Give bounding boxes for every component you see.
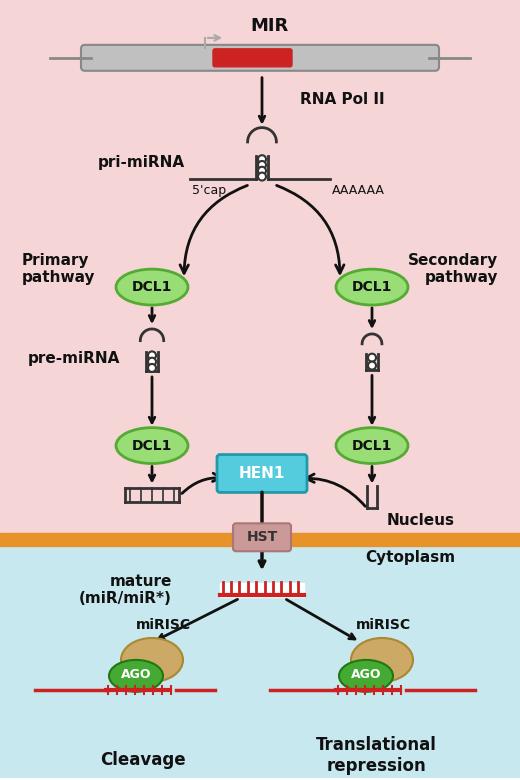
FancyArrowPatch shape xyxy=(306,474,365,506)
Text: DCL1: DCL1 xyxy=(132,438,172,452)
Ellipse shape xyxy=(116,269,188,305)
Text: DCL1: DCL1 xyxy=(352,280,392,294)
Text: MIR: MIR xyxy=(251,17,289,35)
Text: HST: HST xyxy=(246,530,278,544)
Text: Primary
pathway: Primary pathway xyxy=(22,253,96,285)
Text: 5'cap: 5'cap xyxy=(192,184,226,197)
Bar xyxy=(220,583,304,597)
Text: AAAAAA: AAAAAA xyxy=(332,184,385,197)
Circle shape xyxy=(258,161,266,169)
FancyArrowPatch shape xyxy=(277,186,344,273)
Text: Cytoplasm: Cytoplasm xyxy=(365,550,455,566)
Circle shape xyxy=(148,358,156,366)
Text: AGO: AGO xyxy=(351,668,381,682)
FancyBboxPatch shape xyxy=(81,45,439,71)
Text: miRISC: miRISC xyxy=(356,618,411,632)
Text: Cleavage: Cleavage xyxy=(100,750,186,768)
Circle shape xyxy=(368,353,376,362)
Ellipse shape xyxy=(336,427,408,463)
Bar xyxy=(0,546,520,778)
Circle shape xyxy=(258,167,266,175)
FancyArrowPatch shape xyxy=(182,473,221,494)
FancyArrowPatch shape xyxy=(180,186,248,273)
Text: Nucleus: Nucleus xyxy=(387,513,455,528)
FancyBboxPatch shape xyxy=(233,523,291,551)
Text: Translational
repression: Translational repression xyxy=(316,736,436,775)
Bar xyxy=(0,0,520,534)
Text: RNA Pol II: RNA Pol II xyxy=(300,92,385,107)
Text: pre-miRNA: pre-miRNA xyxy=(28,351,120,367)
Text: pri-miRNA: pri-miRNA xyxy=(98,155,185,170)
Ellipse shape xyxy=(116,427,188,463)
Text: Secondary
pathway: Secondary pathway xyxy=(408,253,498,285)
Text: HEN1: HEN1 xyxy=(239,466,285,481)
Text: mature
(miR/miR*): mature (miR/miR*) xyxy=(79,574,172,606)
Circle shape xyxy=(258,155,266,163)
Circle shape xyxy=(258,172,266,180)
Ellipse shape xyxy=(109,660,163,692)
Ellipse shape xyxy=(339,660,393,692)
FancyBboxPatch shape xyxy=(213,49,292,67)
Text: DCL1: DCL1 xyxy=(132,280,172,294)
Text: AGO: AGO xyxy=(121,668,151,682)
Ellipse shape xyxy=(336,269,408,305)
Text: DCL1: DCL1 xyxy=(352,438,392,452)
Ellipse shape xyxy=(351,638,413,682)
Circle shape xyxy=(148,352,156,360)
Circle shape xyxy=(148,364,156,372)
Ellipse shape xyxy=(121,638,183,682)
Circle shape xyxy=(368,362,376,370)
Bar xyxy=(0,534,520,546)
Text: miRISC: miRISC xyxy=(136,618,191,632)
FancyBboxPatch shape xyxy=(217,455,307,492)
